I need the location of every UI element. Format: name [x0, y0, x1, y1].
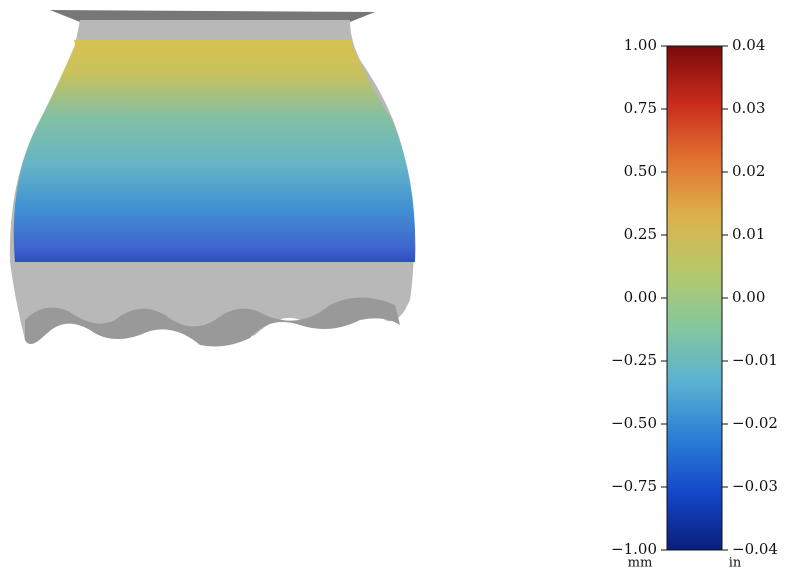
y2-tick-label: 0.02	[732, 162, 765, 180]
scan-object	[9, 10, 416, 347]
y-tick-label: −0.75	[611, 477, 657, 495]
y-tick-label: 1.00	[624, 36, 657, 54]
y2-tick-label: 0.04	[732, 36, 765, 54]
y-tick-label: 0.50	[624, 162, 657, 180]
y2-tick-label: −0.02	[732, 414, 778, 432]
y-tick-label: 0.25	[624, 225, 657, 243]
y2-tick-label: 0.00	[732, 288, 765, 306]
y-tick-label: −1.00	[611, 540, 657, 558]
y2-tick-label: 0.01	[732, 225, 765, 243]
colorbar	[666, 45, 723, 551]
right-axis-label: in	[729, 556, 742, 571]
y-tick-label: 0.00	[624, 288, 657, 306]
y-tick-label: −0.50	[611, 414, 657, 432]
y-tick-label: 0.75	[624, 99, 657, 117]
y2-tick-label: −0.01	[732, 351, 778, 369]
y2-tick-label: −0.03	[732, 477, 778, 495]
y2-tick-label: −0.04	[732, 540, 778, 558]
left-axis-label: mm	[628, 556, 653, 571]
y-tick-label: −0.25	[611, 351, 657, 369]
y2-tick-label: 0.03	[732, 99, 765, 117]
